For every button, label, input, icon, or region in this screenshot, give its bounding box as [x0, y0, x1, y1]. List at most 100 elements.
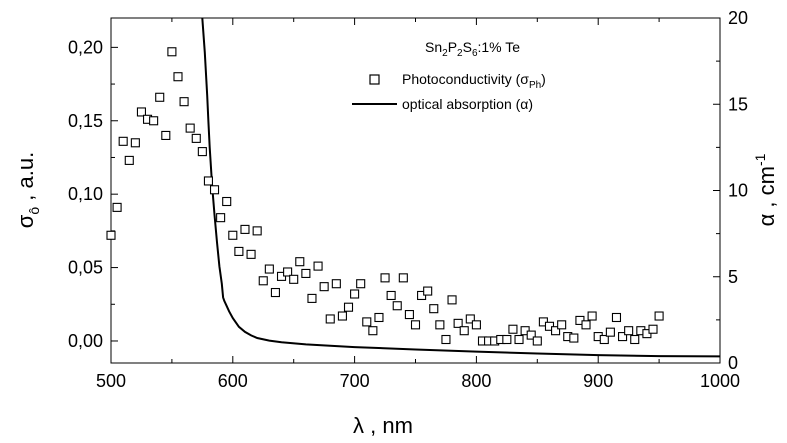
photoconductivity-point: [191, 133, 201, 143]
photoconductivity-point: [313, 261, 323, 271]
formula-subscript: 2: [457, 48, 463, 59]
photoconductivity-point: [258, 276, 268, 286]
photoconductivity-point: [532, 336, 542, 346]
photoconductivity-point: [270, 287, 280, 298]
y-left-tick-label: 0,20: [68, 37, 103, 57]
photoconductivity-point: [404, 310, 414, 320]
x-tick-label: 500: [96, 371, 126, 391]
formula-part: :1% Te: [478, 39, 521, 55]
x-tick-label: 700: [340, 371, 370, 391]
y-right-axis-superscript: -1: [752, 153, 768, 166]
photoconductivity-point: [106, 230, 116, 240]
photoconductivity-point: [441, 334, 451, 345]
legend-photoconductivity-close: ): [541, 71, 546, 87]
photoconductivity-point: [252, 226, 262, 236]
photoconductivity-point: [648, 324, 658, 334]
legend-square-marker: [369, 74, 380, 85]
y-right-tick-label: 0: [728, 353, 738, 373]
photoconductivity-point: [222, 196, 232, 207]
photoconductivity-point: [264, 264, 274, 274]
optical-absorption-line: [201, 17, 721, 358]
photoconductivity-point: [167, 47, 177, 57]
photoconductivity-point: [124, 155, 134, 165]
photoconductivity-point: [551, 326, 561, 336]
photoconductivity-point: [283, 267, 293, 277]
photoconductivity-point: [350, 289, 360, 299]
photoconductivity-point: [173, 72, 183, 82]
photoconductivity-point: [508, 324, 518, 334]
sample-annotation: Sn2P2S6:1% Te: [425, 39, 520, 59]
photoconductivity-point: [209, 185, 220, 195]
legend-photoconductivity-subscript: Ph: [529, 80, 541, 91]
photoconductivity-point: [429, 304, 439, 314]
photoconductivity-point: [618, 332, 628, 342]
photoconductivity-point: [301, 268, 311, 278]
y-right-tick-label: 20: [728, 8, 748, 28]
plot-frame: [110, 17, 721, 364]
photoconductivity-point: [203, 176, 213, 186]
photoconductivity-point: [380, 273, 390, 283]
y-left-tick-label: 0,05: [68, 258, 103, 278]
y-left-axis-subscript: ô: [26, 207, 42, 215]
tick-labels: 500 600 700 800 900 1000 0,00 0,05 0,10 0,15 0,20 0…: [68, 8, 748, 391]
photoconductivity-point: [155, 92, 165, 102]
photoconductivity-point: [502, 334, 512, 345]
photoconductivity-point: [557, 320, 567, 330]
formula-subscript: 6: [472, 48, 478, 59]
formula-subscript: 2: [442, 48, 448, 59]
photoconductivity-point: [453, 318, 463, 328]
photoconductivity-point: [234, 246, 244, 256]
y-left-axis-unit: , a.u.: [13, 152, 38, 207]
y-left-tick-label: 0,15: [68, 111, 103, 131]
photoconductivity-point: [216, 213, 226, 223]
photoconductivity-point: [185, 123, 195, 133]
photoconductivity-point: [307, 293, 317, 303]
photoconductivity-point: [136, 107, 146, 117]
photoconductivity-point: [605, 327, 615, 337]
photoconductivity-point: [240, 224, 250, 234]
y-right-axis-title: α , cm-1: [752, 153, 779, 226]
photoconductivity-point: [374, 312, 384, 323]
photoconductivity-point: [118, 136, 128, 146]
photoconductivity-point: [624, 326, 634, 336]
photoconductivity-point: [343, 302, 354, 312]
photoconductivity-point: [587, 311, 597, 321]
photoconductivity-point: [630, 334, 640, 345]
photoconductivity-point: [423, 286, 433, 296]
photoconductivity-markers: [106, 47, 664, 346]
photoconductivity-point: [362, 317, 372, 327]
photoconductivity-point: [337, 311, 347, 321]
photoconductivity-point: [130, 138, 140, 148]
x-tick-label: 600: [218, 371, 248, 391]
y-left-axis-title: σô , a.u.: [13, 152, 42, 228]
photoconductivity-point: [368, 326, 378, 336]
photoconductivity-point: [392, 301, 402, 311]
photoconductivity-point: [149, 116, 159, 126]
legend-photoconductivity-text: Photoconductivity (σ: [402, 71, 529, 87]
photoconductivity-point: [569, 333, 579, 343]
formula-part: P: [448, 39, 457, 55]
y-left-tick-label: 0,00: [68, 331, 103, 351]
formula-part: Sn: [425, 39, 442, 55]
x-tick-label: 900: [583, 371, 613, 391]
photoconductivity-point: [654, 311, 664, 321]
axis-ticks: [110, 17, 721, 364]
photoconductivity-point: [325, 314, 335, 324]
photoconductivity-point: [581, 320, 591, 330]
photoconductivity-point: [161, 130, 171, 140]
legend-photoconductivity-label: Photoconductivity (σPh): [402, 71, 546, 91]
photoconductivity-point: [179, 97, 189, 107]
y-right-tick-label: 5: [728, 267, 738, 287]
photoconductivity-point: [289, 274, 299, 284]
photoconductivity-point: [386, 290, 396, 301]
y-left-tick-label: 0,10: [68, 184, 103, 204]
legend-absorption-label: optical absorption (α): [402, 96, 533, 112]
y-right-tick-label: 15: [728, 94, 748, 114]
y-left-axis-symbol: σ: [13, 214, 38, 228]
photoconductivity-point: [435, 320, 445, 330]
photoconductivity-point: [295, 257, 305, 267]
x-tick-label: 1000: [700, 371, 740, 391]
photoconductivity-point: [398, 273, 408, 283]
photoconductivity-point: [514, 334, 524, 345]
